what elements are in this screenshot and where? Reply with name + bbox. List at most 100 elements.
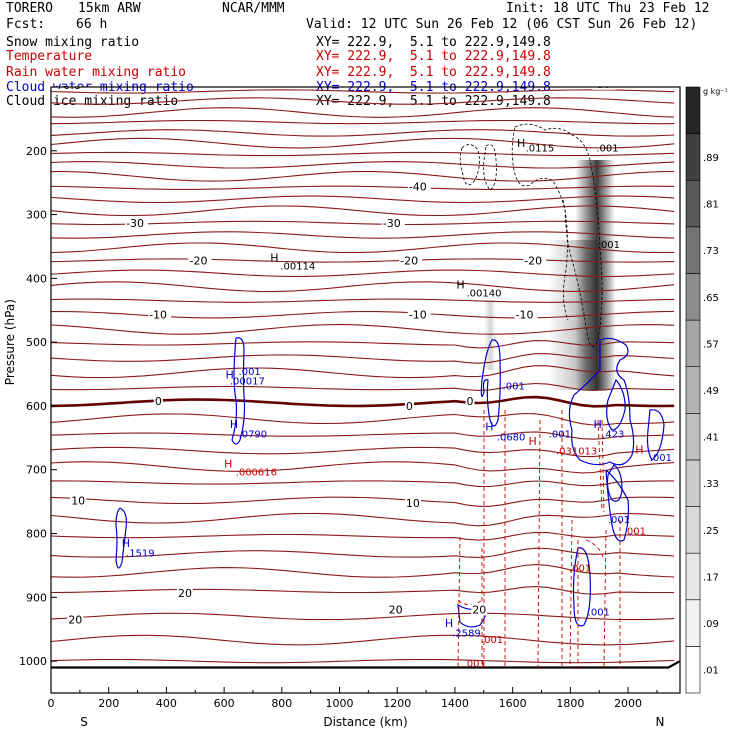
x-tick-label: 1400 [441,697,469,710]
temperature-label: 20 [472,603,486,616]
temperature-label: 20 [68,614,82,627]
high-marker: H [635,443,643,456]
cloud-water-maximum-label: .00017 [230,376,265,387]
isotherm [51,431,675,440]
x-tick-label: 0 [48,697,55,710]
isotherm [51,205,675,217]
high-marker: H [230,418,238,431]
cloud-water-maximum-label: .001 [549,429,571,440]
isotherm [51,185,675,190]
cloud-water-maximum-label: .001 [588,607,610,618]
colorbar-label: .17 [703,572,719,583]
rain-maximum-label: .000616 [236,468,277,479]
rain-water-contour [569,519,573,669]
cloud-water-maximum-label: .423 [602,429,624,440]
snow-maximum-label: .0115 [526,144,555,155]
high-marker: H [593,418,601,431]
x-tick-label: 2000 [614,697,642,710]
isotherm [51,480,675,488]
valid-time: Valid: 12 UTC Sun 26 Feb 12 (06 CST Sun … [306,17,698,32]
model-resolution: 15km ARW [78,1,141,16]
temperature-label: 20 [178,587,192,600]
rain-maximum-label: .001 [481,635,503,646]
x-tick-label: 600 [214,697,235,710]
high-marker: H [529,435,537,448]
y-tick-label: 800 [26,528,47,541]
isotherm [51,107,675,118]
model-name: TORERO [6,1,53,16]
x-tick-label: 1600 [499,697,527,710]
field-xy-rain: XY= 222.9, 5.1 to 222.9,149.8 [316,65,551,80]
cloud-ice-contour [483,144,497,191]
y-tick-label: 700 [26,464,47,477]
isotherm [51,269,675,278]
field-xy-temperature: XY= 222.9, 5.1 to 222.9,149.8 [316,49,551,64]
x-tick-label: 1800 [556,697,584,710]
forecast-hours: 66 h [76,17,108,32]
isotherm [51,89,675,94]
colorbar-label: .09 [703,619,719,630]
field-label-temperature: Temperature [6,49,93,64]
isotherm [51,353,675,364]
temperature-label: -10 [149,309,167,322]
y-tick-label: 1000 [19,655,47,668]
isotherm [51,151,675,157]
isotherm [51,231,675,239]
isotherm [51,119,675,125]
rain-water-contour [601,419,605,513]
isotherm [51,547,675,558]
y-tick-label: 900 [26,591,47,604]
colorbar-label: .33 [703,479,719,490]
x-tick-label: 1000 [326,697,354,710]
rain-maximum-label: .001 [624,526,646,537]
colorbar-label: .89 [703,153,719,164]
high-marker: H [224,457,232,470]
rain-water-contour [603,529,607,669]
colorbar-label: .41 [703,433,719,444]
colorbar-swatch [685,552,701,601]
temperature-label: -10 [516,309,534,322]
isotherm [51,412,675,426]
isotherm [51,220,675,226]
y-tick-label: 300 [26,209,47,222]
rain-maximum-label: .001 [464,659,486,670]
isotherm [51,634,675,646]
cloud-water-maximum-label: .001 [650,453,672,464]
cloud-water-contour [231,337,246,445]
temperature-label: 0 [466,395,473,408]
high-marker: H [485,420,493,433]
isotherm [51,658,675,664]
cloud-water-maximum-label: .001 [503,382,525,393]
x-tick-label: 800 [271,697,292,710]
rain-water-contour [585,539,605,561]
isotherm [51,298,675,303]
north-end-label: N [656,715,665,729]
snow-maximum-label: .00114 [280,262,315,273]
y-tick-label: 500 [26,336,47,349]
colorbar-swatch [685,506,701,554]
south-end-label: S [80,715,88,729]
snow-maximum-label: .00140 [466,288,501,299]
temperature-label: -20 [400,255,418,268]
temperature-label: -70.8 [52,79,80,92]
temperature-label: -40 [409,181,427,194]
colorbar-swatch [685,366,701,414]
cloud-water-contour [568,337,635,466]
cloud-ice-contour [459,144,480,186]
cloud-water-contour [480,339,501,427]
rain-water-contour [597,419,603,511]
colorbar-label: .01 [703,666,719,677]
isotherm [51,496,675,507]
colorbar-swatch [685,646,701,694]
colorbar-swatch [685,226,701,274]
temperature-label: -30 [383,217,401,230]
colorbar-label: .57 [703,339,719,350]
ground-surface [51,660,680,669]
x-tick-label: 1200 [383,697,411,710]
colorbar-swatch [685,599,701,647]
rain-water-contour [457,599,483,606]
isotherm [51,97,675,105]
plot-frame [50,86,681,694]
isotherm [51,129,675,137]
model-source: NCAR/MMM [222,1,285,16]
